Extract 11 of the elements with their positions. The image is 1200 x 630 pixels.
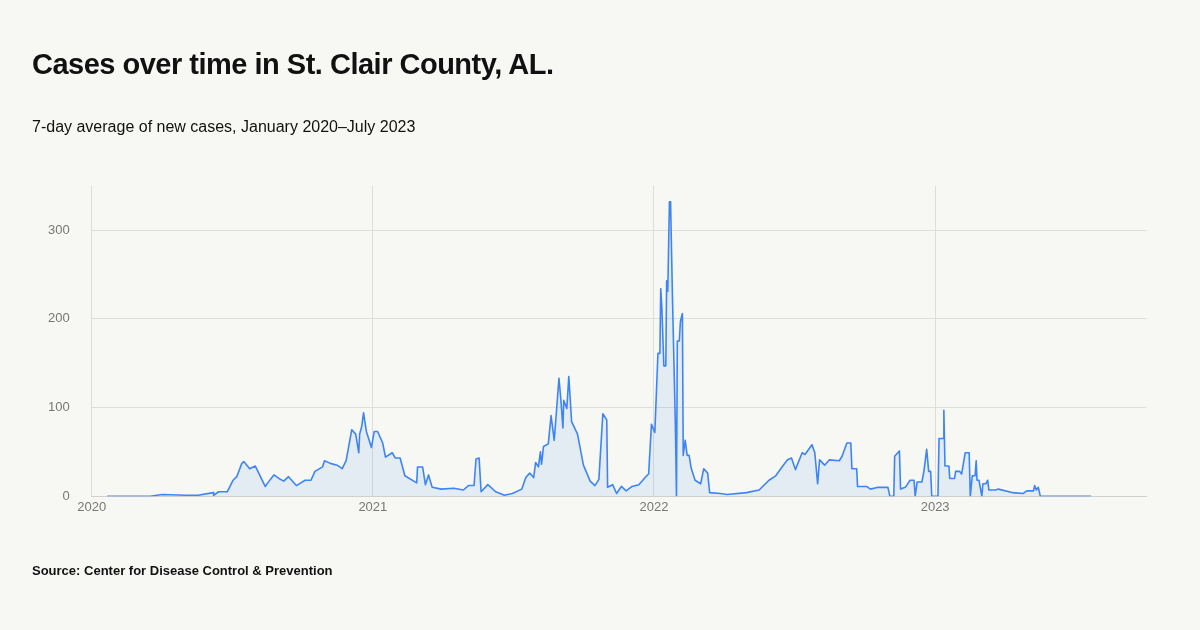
y-tick-label: 200	[47, 310, 70, 326]
source-note: Source: Center for Disease Control & Prevention	[32, 563, 333, 578]
x-tick-label: 2022	[639, 498, 669, 514]
x-tick-label: 2021	[358, 498, 388, 514]
x-tick-label: 2020	[77, 498, 107, 514]
chart-title: Cases over time in St. Clair County, AL.	[32, 48, 554, 81]
y-tick-label: 100	[47, 399, 70, 415]
x-tick-label: 2023	[920, 498, 950, 514]
y-tick-label: 0	[62, 487, 70, 503]
y-tick-label: 300	[47, 221, 70, 237]
chart-subtitle: 7-day average of new cases, January 2020–July 2023	[32, 118, 416, 136]
